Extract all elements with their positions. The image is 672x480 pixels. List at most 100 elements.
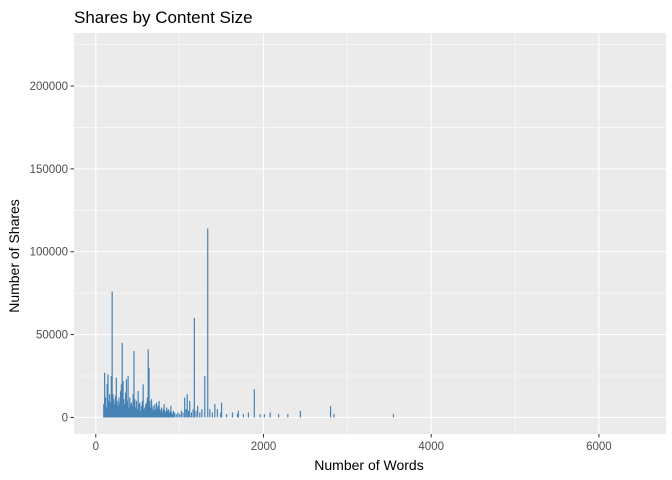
bar [172,410,174,418]
bar [146,397,148,418]
bar [131,405,133,418]
bar [127,376,129,418]
bar [333,414,335,418]
bar [156,407,159,418]
bar [151,409,154,418]
x-axis-ticks: 0 2000 4000 6000 [93,434,612,453]
bar [195,410,197,418]
bar [171,414,174,418]
bar [138,404,140,418]
bar [179,414,181,418]
bar [154,404,156,418]
bar [120,384,122,418]
bar [129,397,131,418]
bar [103,404,105,418]
bar [114,404,116,418]
y-tick-label: 0 [62,412,68,424]
bars [103,228,395,418]
bar [125,379,128,418]
bar [116,400,118,418]
bar [148,367,150,418]
bar [111,291,113,418]
bar [155,409,157,418]
y-axis-ticks: 0 50000 100000 150000 200000 [30,81,74,424]
bar [174,412,176,418]
bar [263,414,265,418]
bar [193,318,195,418]
bar [128,407,130,418]
bar [220,402,223,418]
bar [130,404,132,418]
bar [160,410,162,418]
bar [109,402,112,418]
bar [113,399,115,418]
bar [104,397,107,418]
bar [192,409,194,418]
bar [170,405,172,418]
bar [155,402,158,418]
bar [158,400,160,418]
x-axis-title: Number of Words [314,457,423,473]
bar [124,392,127,418]
major-gridlines [74,33,666,434]
bar [242,414,244,418]
bar [106,384,108,418]
bar [209,409,211,418]
bar [115,377,117,418]
bar [104,372,106,418]
chart-title: Shares by Content Size [74,8,253,27]
bar [214,404,216,418]
y-axis-title: Number of Shares [6,199,22,313]
bar [231,412,234,418]
bar [207,228,209,418]
bar [133,351,135,418]
bar [122,380,124,418]
bar [199,412,201,418]
bar [147,349,149,418]
bar [119,402,121,418]
bar [144,407,146,418]
bar [177,412,179,418]
bar [161,407,163,418]
bar [150,407,152,418]
bar [123,399,125,418]
y-tick-label: 200000 [30,81,68,93]
bar [216,409,218,418]
bar [259,414,261,418]
bar [163,404,165,418]
bar [121,342,123,418]
bar [169,410,171,418]
bar [226,414,228,418]
y-tick-label: 50000 [36,330,68,342]
bar [253,389,255,418]
bar [329,405,332,418]
bar [124,404,126,418]
bar [168,412,170,418]
bar [157,405,159,418]
bar [150,399,153,418]
bar [130,402,133,418]
bar [287,414,289,418]
minor-gridlines [74,33,666,434]
x-tick-label: 4000 [418,441,444,453]
bar [114,395,117,418]
bar [165,412,167,418]
bar [142,384,144,418]
bar [108,400,110,418]
x-tick-label: 6000 [586,441,612,453]
bar [132,394,134,418]
bar [171,412,173,418]
bar [269,412,271,418]
bar [189,400,191,418]
bar [201,409,203,418]
bar [237,410,239,418]
bar [185,409,187,418]
x-tick-label: 0 [93,441,99,453]
bar [204,376,206,418]
bar [143,409,145,418]
bar [136,409,138,418]
bar [112,394,114,418]
bar [135,407,137,418]
